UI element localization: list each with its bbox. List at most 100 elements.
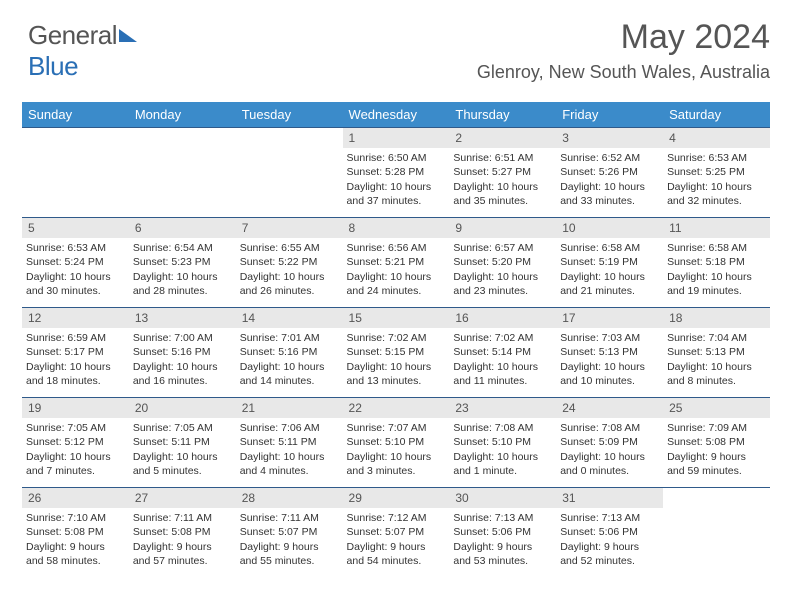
day-number: 27 [129,488,236,508]
sunrise-text: Sunrise: 6:54 AM [133,241,232,255]
daylight-text: Daylight: 10 hours and 4 minutes. [240,450,339,478]
sunset-text: Sunset: 5:06 PM [560,525,659,539]
daylight-text: Daylight: 10 hours and 37 minutes. [347,180,446,208]
day-number: 22 [343,398,450,418]
calendar-day-cell [663,488,770,578]
day-number: 19 [22,398,129,418]
calendar-day-cell: 29Sunrise: 7:12 AMSunset: 5:07 PMDayligh… [343,488,450,578]
sunset-text: Sunset: 5:10 PM [453,435,552,449]
sunrise-text: Sunrise: 7:11 AM [133,511,232,525]
sunrise-text: Sunrise: 7:13 AM [453,511,552,525]
day-number: 14 [236,308,343,328]
sunset-text: Sunset: 5:08 PM [133,525,232,539]
calendar-week-row: 26Sunrise: 7:10 AMSunset: 5:08 PMDayligh… [22,488,770,578]
calendar-day-cell [129,128,236,218]
daylight-text: Daylight: 10 hours and 24 minutes. [347,270,446,298]
sunrise-text: Sunrise: 7:10 AM [26,511,125,525]
daylight-text: Daylight: 10 hours and 30 minutes. [26,270,125,298]
sunrise-text: Sunrise: 6:56 AM [347,241,446,255]
calendar-day-cell: 24Sunrise: 7:08 AMSunset: 5:09 PMDayligh… [556,398,663,488]
sunset-text: Sunset: 5:15 PM [347,345,446,359]
day-number: 29 [343,488,450,508]
daylight-text: Daylight: 10 hours and 8 minutes. [667,360,766,388]
sunrise-text: Sunrise: 7:03 AM [560,331,659,345]
daylight-text: Daylight: 10 hours and 3 minutes. [347,450,446,478]
day-number: 17 [556,308,663,328]
sunset-text: Sunset: 5:16 PM [133,345,232,359]
calendar-day-cell: 16Sunrise: 7:02 AMSunset: 5:14 PMDayligh… [449,308,556,398]
sunset-text: Sunset: 5:13 PM [560,345,659,359]
calendar-week-row: 12Sunrise: 6:59 AMSunset: 5:17 PMDayligh… [22,308,770,398]
calendar-body: 1Sunrise: 6:50 AMSunset: 5:28 PMDaylight… [22,128,770,578]
calendar-header-row: SundayMondayTuesdayWednesdayThursdayFrid… [22,102,770,128]
daylight-text: Daylight: 10 hours and 21 minutes. [560,270,659,298]
header: General Blue May 2024 Glenroy, New South… [22,18,770,90]
day-number: 3 [556,128,663,148]
calendar-day-cell: 20Sunrise: 7:05 AMSunset: 5:11 PMDayligh… [129,398,236,488]
calendar-day-cell: 13Sunrise: 7:00 AMSunset: 5:16 PMDayligh… [129,308,236,398]
calendar-day-cell: 4Sunrise: 6:53 AMSunset: 5:25 PMDaylight… [663,128,770,218]
sunrise-text: Sunrise: 7:08 AM [453,421,552,435]
calendar-day-cell: 10Sunrise: 6:58 AMSunset: 5:19 PMDayligh… [556,218,663,308]
sunrise-text: Sunrise: 6:55 AM [240,241,339,255]
calendar-day-cell: 22Sunrise: 7:07 AMSunset: 5:10 PMDayligh… [343,398,450,488]
calendar-day-cell: 7Sunrise: 6:55 AMSunset: 5:22 PMDaylight… [236,218,343,308]
calendar-day-cell: 2Sunrise: 6:51 AMSunset: 5:27 PMDaylight… [449,128,556,218]
calendar-day-cell: 18Sunrise: 7:04 AMSunset: 5:13 PMDayligh… [663,308,770,398]
calendar-day-cell: 11Sunrise: 6:58 AMSunset: 5:18 PMDayligh… [663,218,770,308]
day-number: 11 [663,218,770,238]
sunset-text: Sunset: 5:18 PM [667,255,766,269]
daylight-text: Daylight: 9 hours and 54 minutes. [347,540,446,568]
daylight-text: Daylight: 10 hours and 32 minutes. [667,180,766,208]
calendar-week-row: 5Sunrise: 6:53 AMSunset: 5:24 PMDaylight… [22,218,770,308]
calendar-day-cell: 30Sunrise: 7:13 AMSunset: 5:06 PMDayligh… [449,488,556,578]
sunrise-text: Sunrise: 6:58 AM [667,241,766,255]
sunset-text: Sunset: 5:14 PM [453,345,552,359]
weekday-header: Thursday [449,102,556,128]
weekday-header: Sunday [22,102,129,128]
sunrise-text: Sunrise: 7:12 AM [347,511,446,525]
sunset-text: Sunset: 5:12 PM [26,435,125,449]
day-number: 13 [129,308,236,328]
logo: General Blue [28,20,137,82]
sunrise-text: Sunrise: 6:58 AM [560,241,659,255]
daylight-text: Daylight: 10 hours and 7 minutes. [26,450,125,478]
day-number: 6 [129,218,236,238]
sunset-text: Sunset: 5:11 PM [133,435,232,449]
sunrise-text: Sunrise: 7:05 AM [133,421,232,435]
sunrise-text: Sunrise: 7:11 AM [240,511,339,525]
daylight-text: Daylight: 10 hours and 33 minutes. [560,180,659,208]
sunrise-text: Sunrise: 6:50 AM [347,151,446,165]
daylight-text: Daylight: 9 hours and 55 minutes. [240,540,339,568]
calendar-day-cell: 8Sunrise: 6:56 AMSunset: 5:21 PMDaylight… [343,218,450,308]
sunrise-text: Sunrise: 7:06 AM [240,421,339,435]
calendar-day-cell: 3Sunrise: 6:52 AMSunset: 5:26 PMDaylight… [556,128,663,218]
day-number: 16 [449,308,556,328]
sunrise-text: Sunrise: 7:09 AM [667,421,766,435]
calendar-day-cell: 5Sunrise: 6:53 AMSunset: 5:24 PMDaylight… [22,218,129,308]
sunrise-text: Sunrise: 7:13 AM [560,511,659,525]
calendar-day-cell: 6Sunrise: 6:54 AMSunset: 5:23 PMDaylight… [129,218,236,308]
daylight-text: Daylight: 10 hours and 14 minutes. [240,360,339,388]
page-title: May 2024 [621,18,770,57]
calendar-day-cell: 1Sunrise: 6:50 AMSunset: 5:28 PMDaylight… [343,128,450,218]
daylight-text: Daylight: 10 hours and 35 minutes. [453,180,552,208]
daylight-text: Daylight: 10 hours and 18 minutes. [26,360,125,388]
logo-triangle-icon [119,29,137,42]
calendar-day-cell: 12Sunrise: 6:59 AMSunset: 5:17 PMDayligh… [22,308,129,398]
sunrise-text: Sunrise: 7:02 AM [347,331,446,345]
day-number: 24 [556,398,663,418]
sunrise-text: Sunrise: 7:02 AM [453,331,552,345]
calendar-day-cell: 14Sunrise: 7:01 AMSunset: 5:16 PMDayligh… [236,308,343,398]
daylight-text: Daylight: 10 hours and 1 minute. [453,450,552,478]
weekday-header: Saturday [663,102,770,128]
sunrise-text: Sunrise: 6:53 AM [26,241,125,255]
daylight-text: Daylight: 9 hours and 53 minutes. [453,540,552,568]
calendar-day-cell [236,128,343,218]
day-number: 21 [236,398,343,418]
sunset-text: Sunset: 5:27 PM [453,165,552,179]
sunset-text: Sunset: 5:08 PM [26,525,125,539]
day-number: 4 [663,128,770,148]
sunrise-text: Sunrise: 6:51 AM [453,151,552,165]
sunset-text: Sunset: 5:23 PM [133,255,232,269]
